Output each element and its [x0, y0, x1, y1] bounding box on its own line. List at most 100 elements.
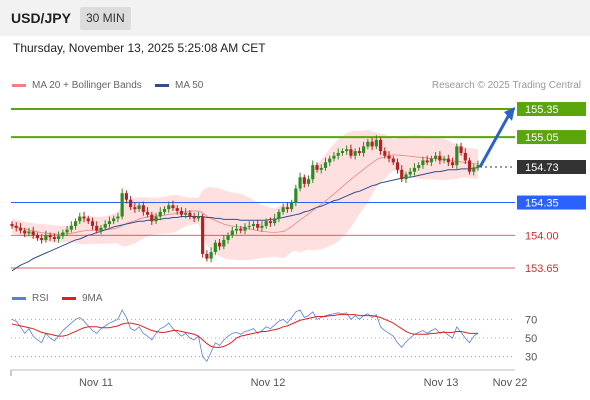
candle-body: [349, 149, 353, 156]
candle-body: [217, 242, 222, 247]
candle-body: [332, 155, 336, 159]
x-axis-label-3: Nov 22: [493, 377, 528, 389]
candle-body: [298, 177, 302, 189]
candle-body: [387, 155, 391, 159]
ma50-swatch: [155, 83, 169, 87]
candle-body: [395, 162, 400, 170]
candle-body: [44, 235, 48, 240]
candle-body: [73, 221, 78, 226]
level-tag-3: [517, 195, 586, 210]
candle-body: [383, 151, 387, 156]
candle-body: [137, 205, 141, 210]
candle-body: [315, 165, 319, 170]
candle-body: [450, 162, 455, 166]
candle-body: [145, 211, 150, 215]
candle-body: [467, 160, 472, 172]
candle-body: [31, 231, 35, 236]
level-tag-2: [517, 159, 586, 174]
copyright-text: Research © 2025 Trading Central: [431, 80, 581, 91]
candle-body: [158, 211, 162, 217]
candle-body: [306, 179, 311, 184]
candle-body: [366, 141, 370, 147]
legend-rsi: RSI: [12, 293, 49, 304]
legend-9ma-label: 9MA: [82, 293, 103, 304]
candle-body: [40, 238, 44, 240]
candle-body: [57, 236, 61, 239]
candle-body: [281, 207, 285, 212]
candle-body: [323, 162, 328, 168]
candle-body: [412, 167, 417, 172]
candle-body: [103, 224, 107, 228]
rsi-swatch: [12, 296, 26, 300]
ma9-swatch: [62, 296, 76, 300]
candle-body: [446, 158, 450, 163]
candle-body: [179, 210, 184, 215]
candle-body: [251, 224, 256, 226]
projection-arrow-head: [504, 107, 515, 122]
candle-body: [340, 151, 345, 153]
candle-body: [14, 225, 18, 228]
candle-body: [374, 139, 378, 147]
candle-body: [154, 216, 158, 222]
candle-body: [69, 225, 73, 230]
candle-body: [391, 158, 395, 163]
rsi-ma9-line: [11, 314, 478, 348]
candle-body: [86, 218, 90, 222]
candle-body: [205, 253, 209, 259]
projection-arrow: [478, 112, 512, 168]
level-tag-0: [517, 102, 586, 117]
candle-body: [82, 216, 86, 219]
candle-body: [268, 221, 273, 224]
rsi-tick-1: 50: [525, 333, 537, 345]
rsi-tick-0: 70: [525, 314, 537, 326]
legend-ma50: MA 50: [155, 80, 203, 91]
candle-body: [370, 141, 374, 147]
candle-body: [476, 165, 480, 168]
candle-body: [90, 221, 95, 226]
candle-body: [378, 139, 383, 152]
candle-body: [192, 216, 196, 219]
level-label-3: 154.35: [525, 198, 559, 210]
timeframe-button[interactable]: 30 MIN: [80, 7, 131, 30]
candle-body: [95, 225, 99, 231]
candle-body: [48, 235, 52, 238]
legend-ma20: MA 20 + Bollinger Bands: [12, 80, 142, 91]
candle-body: [294, 188, 298, 203]
candle-body: [124, 193, 128, 200]
candle-body: [417, 165, 421, 168]
level-label-1: 155.05: [525, 132, 559, 144]
candle-body: [277, 211, 281, 219]
candle-body: [78, 216, 82, 222]
candle-body: [256, 224, 260, 228]
rsi-tick-2: 30: [525, 352, 537, 364]
bollinger-band: [12, 129, 478, 261]
chart-datetime: Thursday, November 13, 2025 5:25:08 AM C…: [13, 41, 266, 55]
candle-body: [61, 232, 65, 237]
level-label-2: 154.73: [525, 162, 559, 174]
candle-body: [209, 252, 213, 259]
candle-body: [404, 174, 408, 180]
candle-body: [65, 229, 69, 233]
candle-body: [167, 205, 171, 210]
candle-body: [260, 225, 264, 228]
legend-rsi-label: RSI: [32, 293, 49, 304]
candle-body: [129, 199, 133, 208]
candle-body: [455, 146, 459, 166]
candle-body: [171, 205, 175, 209]
candle-body: [222, 239, 226, 247]
candle-body: [150, 214, 154, 222]
candle-body: [27, 231, 31, 234]
candle-body: [226, 235, 230, 240]
candle-body: [438, 155, 442, 161]
candle-body: [459, 146, 463, 153]
legend-ma20-label: MA 20 + Bollinger Bands: [32, 80, 142, 91]
candle-body: [99, 227, 103, 231]
candle-body: [10, 224, 14, 226]
legend-ma50-label: MA 50: [175, 80, 204, 91]
rsi-line: [11, 309, 479, 363]
candle-body: [116, 216, 120, 219]
candle-body: [133, 207, 137, 210]
candle-body: [311, 165, 315, 180]
candle-body: [421, 160, 425, 166]
